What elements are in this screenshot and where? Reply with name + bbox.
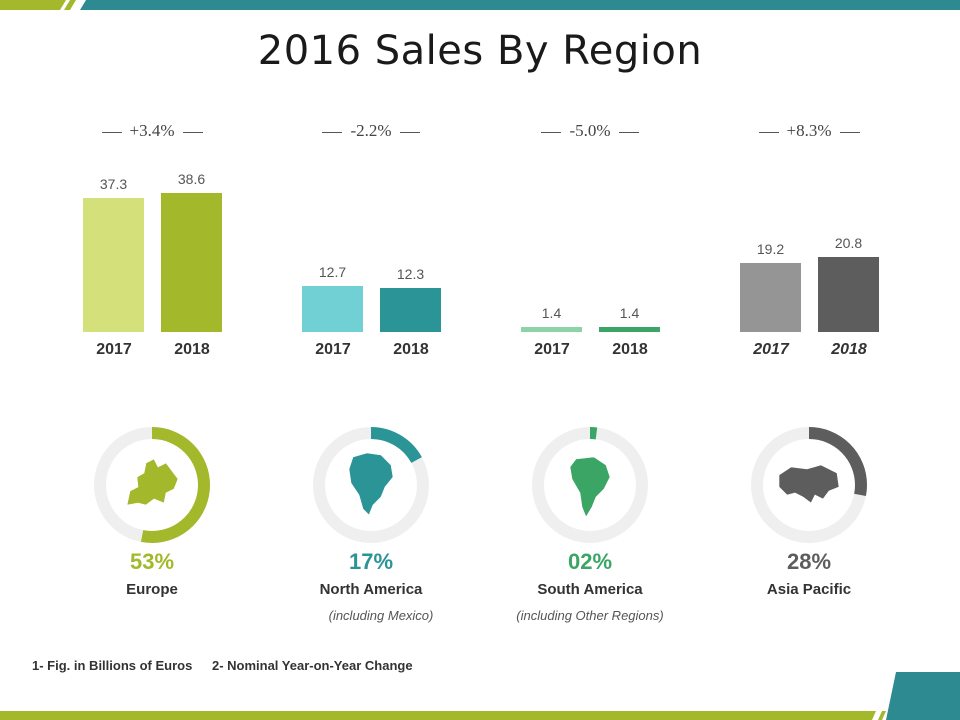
- dash-right: [618, 131, 639, 133]
- page-title: 2016 Sales By Region: [257, 28, 703, 74]
- donut-share-arc: [751, 427, 867, 543]
- footnote-change: 2- Nominal Year-on-Year Change: [211, 658, 413, 673]
- bar-2018: [818, 257, 879, 332]
- bar-2017: [740, 262, 801, 332]
- year-label: 2017: [753, 341, 789, 358]
- year-label: 2017: [534, 341, 570, 358]
- dash-right: [182, 131, 203, 133]
- bar-value-label: 38.6: [177, 171, 206, 188]
- share-percent: 28%: [786, 549, 832, 574]
- europe-map-icon: [126, 458, 179, 506]
- region-note: (including Other Regions): [516, 608, 664, 623]
- donut-share-arc: [532, 427, 648, 543]
- bar-2017: [302, 286, 363, 332]
- dash-left: [758, 131, 779, 133]
- share-percent: 53%: [129, 549, 175, 574]
- bar-value-label: 12.3: [396, 265, 425, 282]
- bar-value-label: 37.3: [99, 175, 128, 192]
- yoy-change-label: +3.4%: [72, 121, 232, 141]
- yoy-change-label: -2.2%: [291, 121, 451, 141]
- bar-value-label: 1.4: [541, 304, 562, 321]
- share-percent: 17%: [348, 549, 394, 574]
- dash-right: [839, 131, 860, 133]
- south-america-map-icon: [569, 456, 611, 518]
- dash-left: [541, 131, 562, 133]
- dash-left: [322, 131, 343, 133]
- share-donut: [94, 427, 210, 543]
- year-label: 2018: [831, 341, 867, 358]
- region-name: Asia Pacific: [766, 581, 852, 598]
- region-name: Europe: [126, 581, 178, 598]
- yoy-change-label: -5.0%: [510, 121, 670, 141]
- footnote-units: 1- Fig. in Billions of Euros: [32, 658, 193, 673]
- yoy-change-value: +3.4%: [129, 121, 175, 140]
- donut-share-arc: [313, 427, 429, 543]
- yoy-change-value: -2.2%: [350, 121, 392, 140]
- year-label: 2017: [96, 341, 132, 358]
- asia-pacific-map-icon: [778, 464, 840, 504]
- bar-2018: [599, 326, 660, 332]
- donut-share-arc: [94, 427, 210, 543]
- region-name: South America: [537, 581, 643, 598]
- dash-right: [399, 131, 420, 133]
- footnotes: 1- Fig. in Billions of Euros 2- Nominal …: [32, 658, 429, 673]
- bar-2017: [521, 326, 582, 332]
- region-note: (including Mexico): [328, 608, 434, 623]
- share-donut: [751, 427, 867, 543]
- year-label: 2018: [174, 341, 210, 358]
- bar-2018: [380, 287, 441, 332]
- bottom-band: [0, 672, 960, 720]
- year-label: 2017: [315, 341, 351, 358]
- bar-value-label: 19.2: [756, 240, 785, 257]
- dash-left: [101, 131, 122, 133]
- share-donut: [532, 427, 648, 543]
- year-label: 2018: [393, 341, 429, 358]
- north-america-map-icon: [348, 452, 394, 516]
- yoy-change-value: -5.0%: [569, 121, 611, 140]
- yoy-change-label: +8.3%: [729, 121, 889, 141]
- bar-value-label: 12.7: [318, 264, 347, 281]
- region-name: North America: [319, 581, 423, 598]
- bar-2017: [83, 197, 144, 332]
- share-donut: [313, 427, 429, 543]
- share-percent: 02%: [567, 549, 613, 574]
- bar-2018: [161, 193, 222, 332]
- bar-value-label: 1.4: [619, 304, 640, 321]
- top-band: [0, 0, 960, 10]
- yoy-change-value: +8.3%: [786, 121, 832, 140]
- bar-value-label: 20.8: [834, 235, 863, 252]
- year-label: 2018: [612, 341, 648, 358]
